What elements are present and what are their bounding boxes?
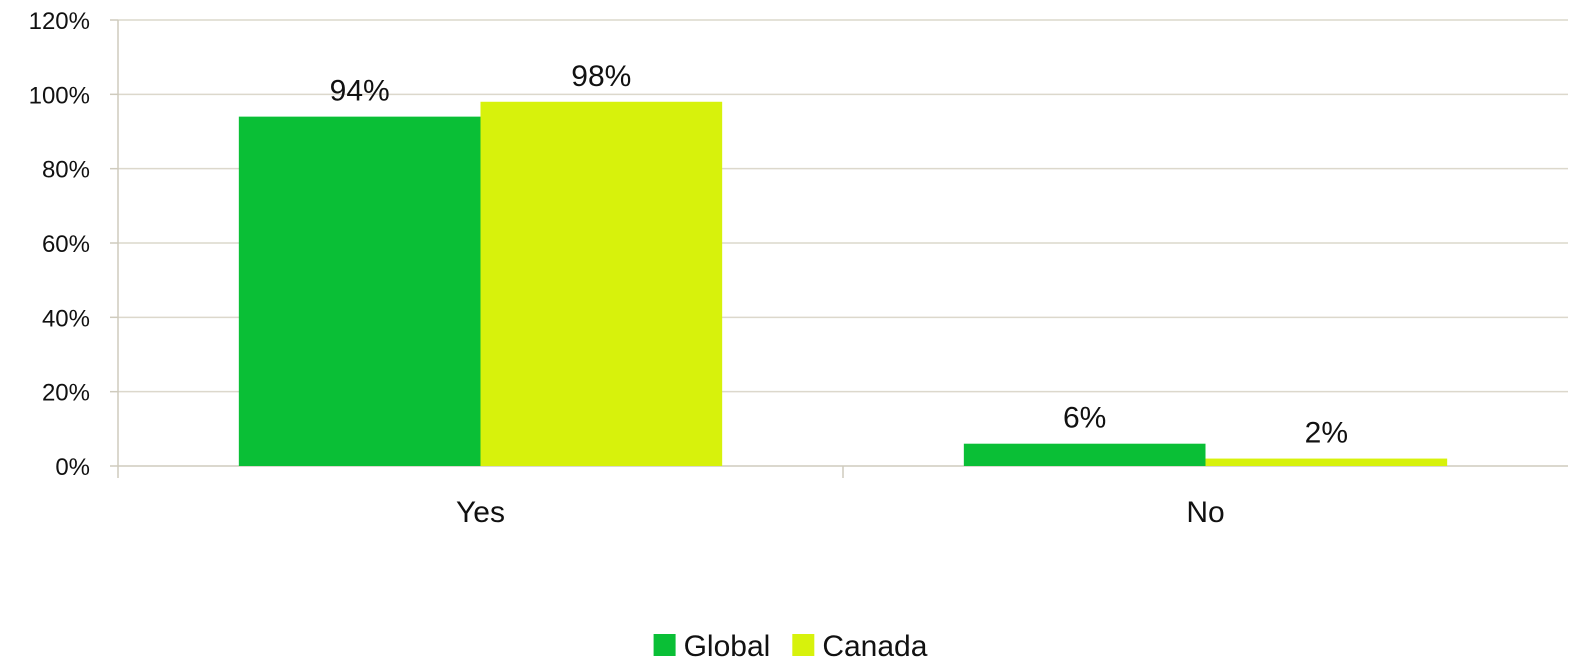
y-tick-label: 80% <box>42 157 90 184</box>
data-label: 98% <box>571 60 631 93</box>
bar-global-yes <box>238 116 481 466</box>
bar-global-no <box>963 443 1206 466</box>
legend-label: Global <box>684 630 771 663</box>
data-label: 94% <box>330 75 390 108</box>
legend-swatch <box>653 634 676 656</box>
axes: 0% 20% 40% 60% 80% 100% 120% Yes No <box>29 8 1568 529</box>
x-category-label: Yes <box>456 496 505 529</box>
legend-label: Canada <box>822 630 927 663</box>
y-tick-label: 120% <box>29 8 90 35</box>
data-label: 6% <box>1063 402 1106 435</box>
data-label: 2% <box>1305 417 1348 450</box>
bar-canada-no <box>1205 458 1448 466</box>
legend-swatch <box>792 634 815 656</box>
y-tick-label: 0% <box>55 454 90 481</box>
bar-canada-yes <box>480 101 723 467</box>
legend-item-canada: Canada <box>792 630 928 663</box>
bars <box>238 101 1448 467</box>
legend: Global Canada <box>653 630 928 663</box>
data-labels: 94% 98% 6% 2% <box>330 60 1348 450</box>
y-tick-label: 60% <box>42 231 90 258</box>
legend-item-global: Global <box>653 630 771 663</box>
y-tick-label: 40% <box>42 305 90 332</box>
y-tick-label: 100% <box>29 82 90 109</box>
y-tick-label: 20% <box>42 380 90 407</box>
x-category-label: No <box>1186 496 1224 529</box>
